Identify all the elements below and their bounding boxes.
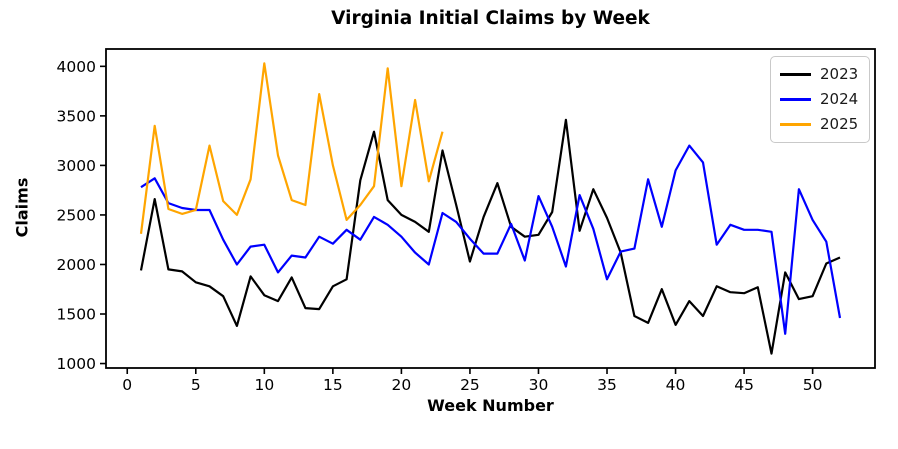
y-tick-label: 3000 [57,157,96,175]
legend: 2023 2024 2025 [770,56,870,143]
legend-line-swatch-2023 [780,73,811,76]
y-tick-label: 1500 [57,306,96,324]
legend-item-2023: 2023 [780,62,860,87]
y-tick-label: 2000 [57,256,96,274]
legend-item-2025: 2025 [780,112,860,137]
x-tick-label: 25 [460,376,480,394]
x-tick-label: 30 [529,376,549,394]
plot-frame [105,48,876,369]
chart-title: Virginia Initial Claims by Week [331,8,650,29]
x-tick-label: 45 [734,376,754,394]
series-line-2024 [140,144,842,335]
y-tick-label: 1000 [57,355,96,373]
legend-label: 2023 [820,65,859,83]
y-tick-label: 4000 [57,58,96,76]
series-line-2025 [139,62,444,234]
legend-label: 2025 [820,115,859,133]
x-tick-label: 5 [191,376,201,394]
x-tick-label: 40 [666,376,686,394]
x-axis-label: Week Number [427,396,554,415]
y-tick-label: 2500 [57,206,96,224]
legend-line-swatch-2025 [780,123,811,126]
legend-label: 2024 [820,90,859,108]
x-tick-label: 35 [597,376,617,394]
legend-item-2024: 2024 [780,87,860,112]
x-tick-label: 15 [323,376,343,394]
x-tick-label: 20 [392,376,412,394]
x-tick-label: 0 [122,376,132,394]
y-tick-label: 3500 [57,107,96,125]
series-line-2023 [139,118,841,355]
x-tick-label: 10 [254,376,274,394]
x-tick-label: 50 [803,376,823,394]
legend-line-swatch-2024 [780,98,811,101]
